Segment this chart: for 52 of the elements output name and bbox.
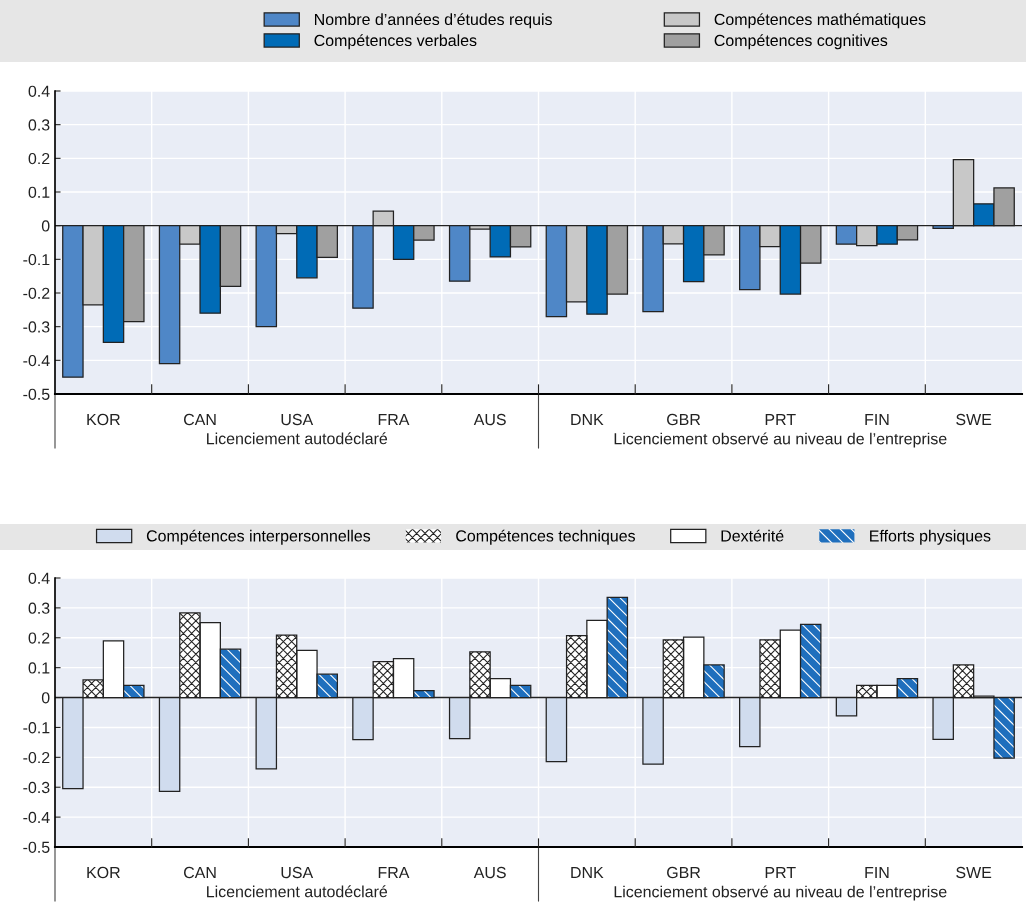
x-tick-label: KOR: [87, 866, 120, 879]
x-tick-label: USA: [281, 413, 314, 426]
y-tick-label: -0.5: [23, 388, 50, 400]
legend-label: Compétences cognitives: [714, 34, 888, 50]
x-tick-label: PRT: [765, 867, 796, 879]
y-tick-label: -0.3: [23, 321, 50, 333]
x-tick-label: GBR: [667, 413, 701, 426]
x-tick-label: DNK: [571, 867, 604, 879]
y-tick-label: -0.1: [23, 253, 50, 266]
text: Licenciement autodéclaré: [207, 885, 388, 898]
y-tick-label: -0.1: [23, 722, 50, 734]
y-tick-label: 0.2: [28, 632, 50, 644]
y-tick-label: -0.4: [23, 811, 50, 824]
y-tick-label: -0.4: [23, 354, 50, 367]
y-tick-label: 0.4: [28, 85, 50, 97]
text: Licenciement observé au niveau de l’entreprise: [614, 432, 947, 448]
y-tick-label: -0.2: [23, 751, 50, 764]
x-tick-label: GBR: [667, 866, 701, 879]
x-tick-label: CAN: [184, 866, 216, 879]
x-tick-label: AUS: [473, 866, 506, 879]
y-tick-label: 0.1: [28, 186, 50, 198]
legend-label: Nombre d’années d’études requis: [314, 13, 552, 29]
x-tick-label: AUS: [473, 413, 506, 426]
legend-label: Compétences mathématiques: [714, 13, 926, 29]
y-tick-label: 0: [41, 220, 50, 232]
y-tick-label: 0.3: [28, 602, 50, 614]
legend-label: Dextérité: [721, 529, 784, 542]
x-tick-label: DNK: [571, 414, 604, 426]
x-tick-label: CAN: [184, 413, 216, 426]
text: Licenciement observé au niveau de l’entreprise: [614, 885, 947, 901]
y-tick-label: 0.3: [28, 119, 50, 131]
y-tick-label: 0: [41, 692, 50, 704]
x-tick-label: PRT: [765, 414, 796, 426]
y-tick-label: -0.2: [23, 287, 50, 299]
legend-label: Compétences verbales: [314, 34, 477, 50]
y-tick-label: -0.5: [23, 841, 50, 853]
y-tick-label: 0.2: [28, 152, 50, 165]
x-tick-label: FIN: [865, 414, 889, 426]
legend-label: Efforts physiques: [870, 529, 991, 545]
x-tick-label: FRA: [378, 414, 410, 426]
y-tick-label: -0.3: [23, 781, 50, 794]
x-tick-label: SWE: [956, 866, 992, 879]
x-tick-label: FIN: [865, 867, 889, 879]
text: Licenciement autodéclaré: [207, 432, 388, 445]
legend-label: Compétences techniques: [456, 529, 635, 545]
x-tick-label: KOR: [87, 413, 120, 426]
x-tick-label: SWE: [956, 413, 992, 426]
x-tick-label: USA: [281, 866, 314, 879]
y-tick-label: 0.1: [28, 662, 50, 674]
y-tick-label: 0.4: [28, 572, 50, 584]
x-tick-label: FRA: [378, 867, 410, 879]
legend-label: Compétences interpersonnelles: [146, 529, 371, 545]
